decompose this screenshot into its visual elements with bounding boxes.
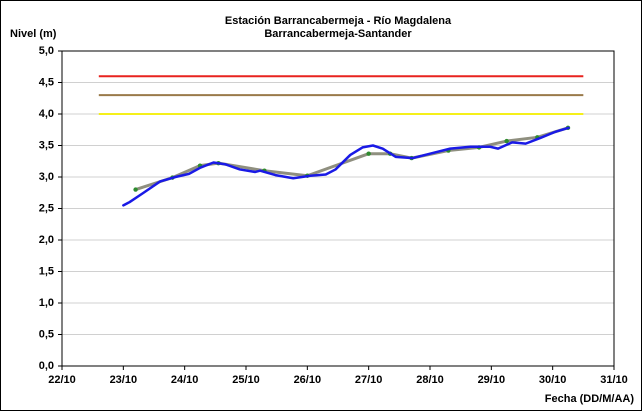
y-tick-label: 3,5 (39, 139, 54, 151)
x-tick-label: 30/10 (539, 374, 567, 386)
x-tick-label: 25/10 (232, 374, 260, 386)
x-tick-label: 23/10 (110, 374, 138, 386)
x-tick-label: 24/10 (171, 374, 199, 386)
series-marker (504, 138, 509, 144)
y-tick-label: 2,0 (39, 234, 54, 246)
series-marker (366, 151, 371, 156)
x-tick-label: 27/10 (355, 374, 383, 386)
x-tick-label: 22/10 (48, 374, 76, 386)
x-tick-label: 28/10 (416, 374, 444, 386)
x-axis-label: Fecha (DD/M/AA) (545, 393, 635, 405)
y-tick-label: 4,0 (39, 108, 54, 120)
plot-border (61, 50, 615, 367)
y-tick-label: 0,0 (39, 360, 54, 372)
y-tick-label: 0,5 (39, 328, 54, 340)
y-tick-label: 5,0 (39, 45, 54, 57)
chart-title: Estación Barrancabermeja - Río Magdalena (225, 15, 452, 27)
y-axis-label: Nivel (m) (10, 28, 57, 40)
series-line (122, 126, 570, 207)
y-tick-label: 1,5 (39, 265, 54, 277)
x-tick-label: 29/10 (478, 374, 506, 386)
chart-subtitle: Barrancabermeja-Santander (264, 28, 412, 40)
y-tick-label: 1,0 (39, 297, 54, 309)
x-tick-label: 31/10 (600, 374, 628, 386)
y-tick-label: 4,5 (39, 76, 54, 88)
x-tick-label: 26/10 (294, 374, 322, 386)
series-marker (133, 187, 138, 192)
series-line (134, 126, 570, 192)
y-tick-label: 2,5 (39, 202, 54, 214)
y-tick-label: 3,0 (39, 171, 54, 183)
